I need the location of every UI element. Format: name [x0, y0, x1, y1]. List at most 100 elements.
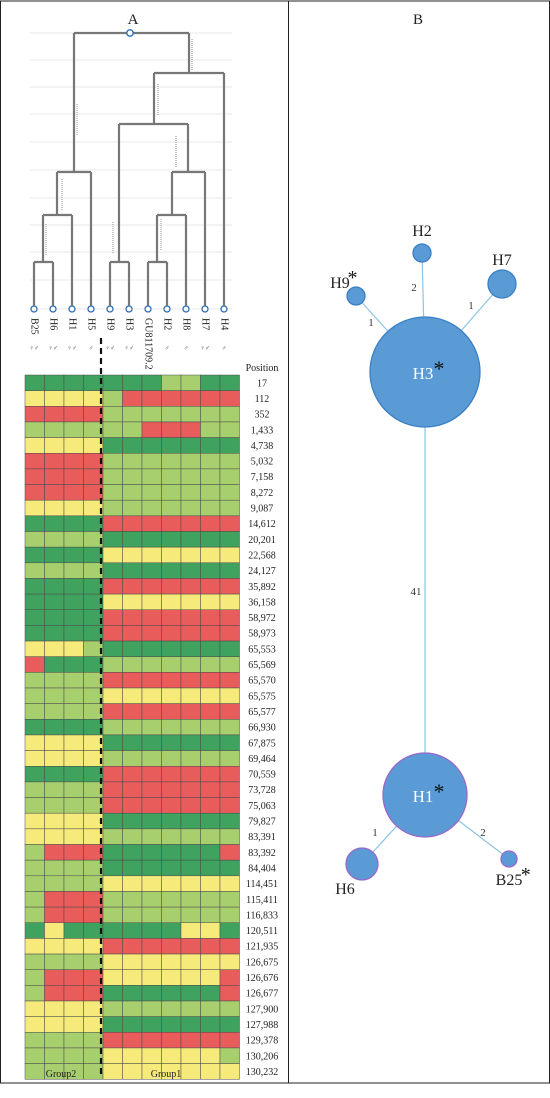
heatmap-cell [44, 421, 65, 438]
heatmap-cell [200, 468, 221, 485]
position-label: 66,930 [248, 723, 276, 734]
heatmap-cell [44, 390, 65, 407]
heatmap-cell [161, 453, 182, 470]
edge-label: 1 [468, 300, 474, 312]
heatmap-cell [24, 844, 45, 861]
heatmap-cell [122, 640, 143, 657]
node-label: B25 [496, 872, 523, 889]
position-label: 35,892 [248, 582, 276, 593]
heatmap-cell [141, 421, 162, 438]
heatmap-cell [141, 1032, 162, 1049]
heatmap-cell [180, 656, 201, 673]
heatmap-cell [122, 1016, 143, 1033]
gridline-tick: · [236, 113, 237, 117]
position-label: 130,206 [246, 1051, 279, 1062]
heatmap-cell [180, 687, 201, 704]
heatmap-cell [102, 953, 123, 970]
heatmap-cell [122, 1032, 143, 1049]
heatmap-cell [122, 844, 143, 861]
heatmap-cell [219, 374, 240, 391]
position-label: 129,378 [246, 1036, 279, 1047]
heatmap-cell [200, 1000, 221, 1017]
heatmap-cell [122, 1000, 143, 1017]
heatmap-cell [63, 562, 84, 579]
heatmap-cell [102, 625, 123, 642]
heatmap-cell [24, 781, 45, 798]
heatmap-cell [24, 906, 45, 923]
heatmap-cell [141, 593, 162, 610]
heatmap-cell [63, 515, 84, 532]
heatmap-cell [63, 797, 84, 814]
position-label: 112 [255, 394, 270, 405]
position-label: 8,272 [251, 488, 274, 499]
position-label: 126,676 [246, 973, 279, 984]
heatmap-cell [219, 781, 240, 798]
heatmap-cell [102, 750, 123, 767]
heatmap-cell [219, 625, 240, 642]
heatmap-cell [200, 750, 221, 767]
heatmap-cell [122, 875, 143, 892]
heatmap-cell [141, 1016, 162, 1033]
heatmap-cell [219, 1047, 240, 1064]
heatmap-cell [102, 875, 123, 892]
heatmap-cell [24, 515, 45, 532]
position-label: 20,201 [248, 535, 276, 546]
heatmap-cell [63, 844, 84, 861]
heatmap-cell [44, 891, 65, 908]
heatmap-cell [141, 938, 162, 955]
heatmap-cell [102, 734, 123, 751]
heatmap-cell [200, 531, 221, 548]
heatmap-cell [161, 734, 182, 751]
heatmap-cell [161, 985, 182, 1002]
heatmap-cell [63, 421, 84, 438]
heatmap-cell [161, 499, 182, 517]
edge-label: 1 [372, 827, 378, 839]
heatmap-cell [180, 468, 201, 485]
gridline-tick: · [236, 197, 237, 201]
heatmap-cell [161, 374, 182, 391]
heatmap-cell [122, 515, 143, 532]
heatmap-cell [161, 891, 182, 908]
position-label: 83,392 [248, 848, 276, 859]
heatmap-cell [219, 390, 240, 407]
heatmap-cell [161, 484, 182, 501]
heatmap-cell [24, 1032, 45, 1049]
position-label: 83,391 [248, 832, 276, 843]
heatmap-cell [102, 906, 123, 923]
star-marker: * [434, 779, 445, 804]
heatmap-cell [161, 1032, 182, 1049]
heatmap-cell [24, 687, 45, 704]
heatmap-cell [180, 593, 201, 610]
heatmap-cell [180, 531, 201, 548]
heatmap-cell [44, 640, 65, 657]
position-label: 73,728 [248, 785, 276, 796]
heatmap-cell [102, 562, 123, 579]
heatmap-cell [141, 374, 162, 391]
heatmap-cell [200, 891, 221, 908]
heatmap-cell [63, 703, 84, 720]
heatmap-cell [161, 390, 182, 407]
heatmap-cell [44, 562, 65, 579]
heatmap-cell [122, 421, 143, 438]
heatmap-cell [219, 656, 240, 673]
haplotype-node [345, 847, 379, 881]
heatmap-cell [102, 766, 123, 783]
heatmap-cell [44, 672, 65, 689]
heatmap-cell [200, 734, 221, 751]
heatmap-cell [63, 437, 84, 454]
node-label: H1 [413, 787, 434, 806]
heatmap-cell [24, 1063, 45, 1080]
heatmap-cell [161, 906, 182, 923]
heatmap-cell [102, 406, 123, 423]
position-labels: Position 17 112 352 1,433 4,738 5,032 7,158 8,2… [246, 363, 279, 1078]
heatmap-cell [122, 734, 143, 751]
heatmap-cell [200, 453, 221, 470]
heatmap-cell [180, 499, 201, 517]
heatmap-cell [63, 985, 84, 1002]
gridline-tick: · [236, 59, 237, 63]
position-label: 126,675 [246, 957, 279, 968]
position-label: 24,127 [248, 566, 276, 577]
heatmap-cell [44, 969, 65, 986]
heatmap-cell [122, 437, 143, 454]
heatmap-cell [141, 891, 162, 908]
